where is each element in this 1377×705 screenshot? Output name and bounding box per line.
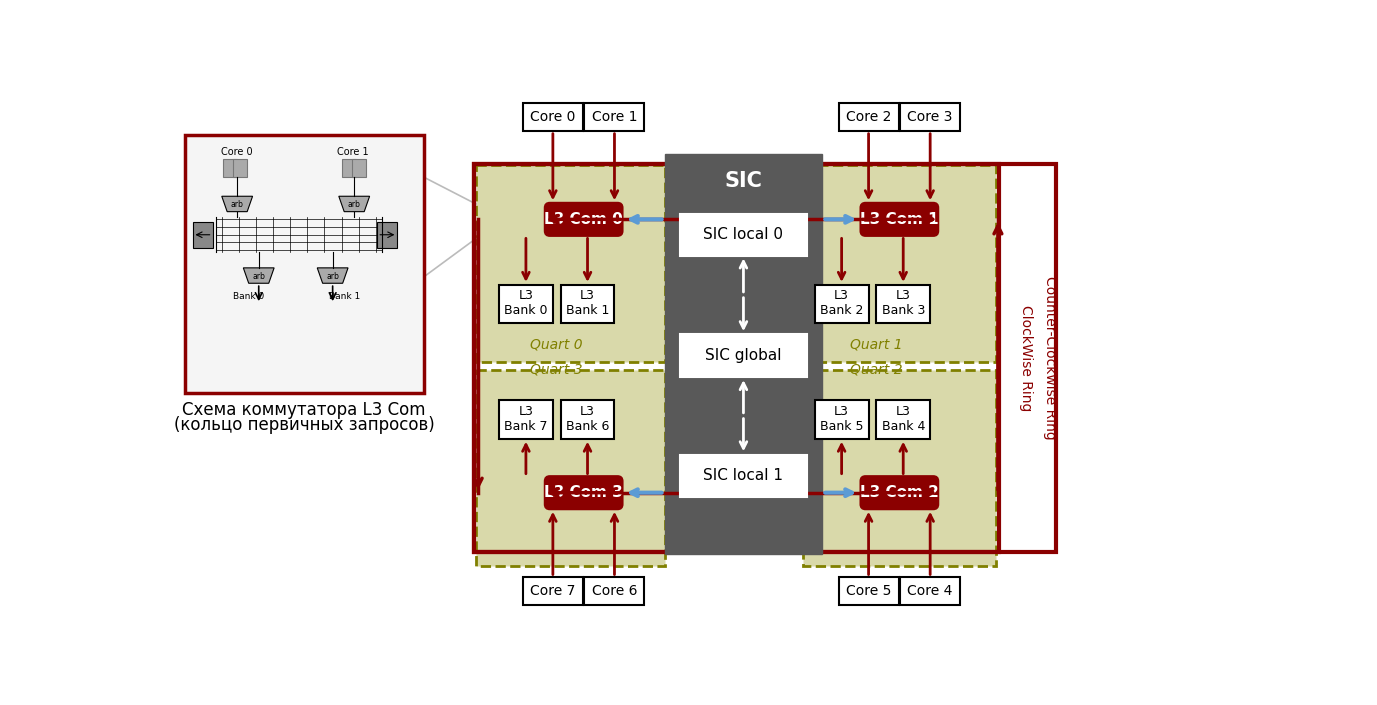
Text: arb: arb <box>348 200 361 209</box>
Polygon shape <box>222 196 252 211</box>
Bar <box>523 103 582 131</box>
Bar <box>680 455 807 497</box>
Text: ClockWise Ring: ClockWise Ring <box>1019 305 1033 411</box>
Text: L3 Com 3: L3 Com 3 <box>544 485 622 501</box>
FancyBboxPatch shape <box>545 477 622 509</box>
Text: Core 1: Core 1 <box>337 147 369 157</box>
Text: Bank 3: Bank 3 <box>881 305 925 317</box>
Text: Bank 1: Bank 1 <box>566 305 609 317</box>
Text: SIC local 0: SIC local 0 <box>704 227 784 243</box>
Text: Core 4: Core 4 <box>907 584 953 599</box>
Text: Core 0: Core 0 <box>530 110 576 124</box>
Text: Bank 4: Bank 4 <box>881 420 925 433</box>
Text: L3: L3 <box>896 289 910 302</box>
Bar <box>803 166 996 362</box>
Text: arb: arb <box>231 200 244 209</box>
Text: L3: L3 <box>519 289 533 302</box>
Text: Core 0: Core 0 <box>222 147 253 157</box>
Text: L3 Com 0: L3 Com 0 <box>544 212 622 227</box>
Text: L3: L3 <box>896 405 910 417</box>
Bar <box>815 285 869 324</box>
Text: Quart 1: Quart 1 <box>850 338 902 352</box>
Bar <box>901 577 960 605</box>
Polygon shape <box>244 268 274 283</box>
Bar <box>498 285 554 324</box>
Bar <box>680 214 807 256</box>
Text: L3: L3 <box>834 289 850 302</box>
Polygon shape <box>317 268 348 283</box>
Text: Bank 0: Bank 0 <box>504 305 548 317</box>
Bar <box>876 285 931 324</box>
Text: L3: L3 <box>580 289 595 302</box>
Bar <box>839 577 899 605</box>
Bar <box>560 285 614 324</box>
Bar <box>560 400 614 439</box>
Bar <box>523 577 582 605</box>
Text: L3: L3 <box>519 405 533 417</box>
Text: L3: L3 <box>834 405 850 417</box>
Text: SIC local 1: SIC local 1 <box>704 468 784 483</box>
Text: L3: L3 <box>580 405 595 417</box>
Bar <box>341 159 355 177</box>
Bar <box>185 135 424 393</box>
Text: Core 7: Core 7 <box>530 584 576 599</box>
Text: Bank 2: Bank 2 <box>819 305 863 317</box>
Text: Core 1: Core 1 <box>592 110 638 124</box>
Text: SIC: SIC <box>724 171 763 191</box>
Text: L3 Com 2: L3 Com 2 <box>859 485 939 501</box>
Text: arb: arb <box>326 272 339 281</box>
Text: Bank 7: Bank 7 <box>504 420 548 433</box>
Bar <box>584 103 644 131</box>
Bar <box>223 159 237 177</box>
Text: Core 6: Core 6 <box>592 584 638 599</box>
Bar <box>474 164 1000 552</box>
Text: L3 Com 1: L3 Com 1 <box>861 212 939 227</box>
Text: arb: arb <box>252 272 266 281</box>
Bar <box>498 400 554 439</box>
Bar <box>901 103 960 131</box>
FancyBboxPatch shape <box>861 203 938 235</box>
Bar <box>233 159 248 177</box>
Bar <box>476 369 665 566</box>
Text: Bank 0: Bank 0 <box>233 292 264 301</box>
Text: SIC global: SIC global <box>705 348 782 363</box>
Bar <box>353 159 366 177</box>
Text: Quart 0: Quart 0 <box>530 338 582 352</box>
Bar <box>474 164 1056 552</box>
Bar <box>680 334 807 376</box>
Text: Quart 3: Quart 3 <box>530 362 582 376</box>
FancyBboxPatch shape <box>861 477 938 509</box>
Bar <box>476 166 665 362</box>
Bar <box>665 154 822 554</box>
Bar <box>377 221 398 248</box>
Bar <box>193 221 212 248</box>
Text: Counter-Clockwise Ring: Counter-Clockwise Ring <box>1042 276 1056 440</box>
Text: Bank 6: Bank 6 <box>566 420 609 433</box>
Bar <box>815 400 869 439</box>
Text: Схема коммутатора L3 Com: Схема коммутатора L3 Com <box>182 400 425 419</box>
Text: (кольцо первичных запросов): (кольцо первичных запросов) <box>174 416 435 434</box>
FancyBboxPatch shape <box>545 203 622 235</box>
Bar <box>584 577 644 605</box>
Text: Quart 2: Quart 2 <box>850 362 902 376</box>
Text: Bank 5: Bank 5 <box>819 420 863 433</box>
Polygon shape <box>339 196 369 211</box>
Text: Core 3: Core 3 <box>907 110 953 124</box>
Bar <box>839 103 899 131</box>
Bar <box>876 400 931 439</box>
Text: Bank 1: Bank 1 <box>329 292 361 301</box>
Bar <box>803 369 996 566</box>
Text: Core 2: Core 2 <box>845 110 891 124</box>
Text: Core 5: Core 5 <box>845 584 891 599</box>
